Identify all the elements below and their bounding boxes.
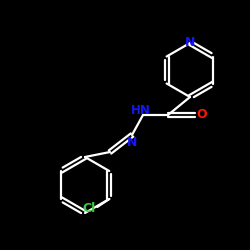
Text: O: O [197,108,207,122]
Text: N: N [127,136,137,148]
Text: HN: HN [131,104,151,117]
Text: Cl: Cl [82,202,96,215]
Text: N: N [185,36,195,50]
